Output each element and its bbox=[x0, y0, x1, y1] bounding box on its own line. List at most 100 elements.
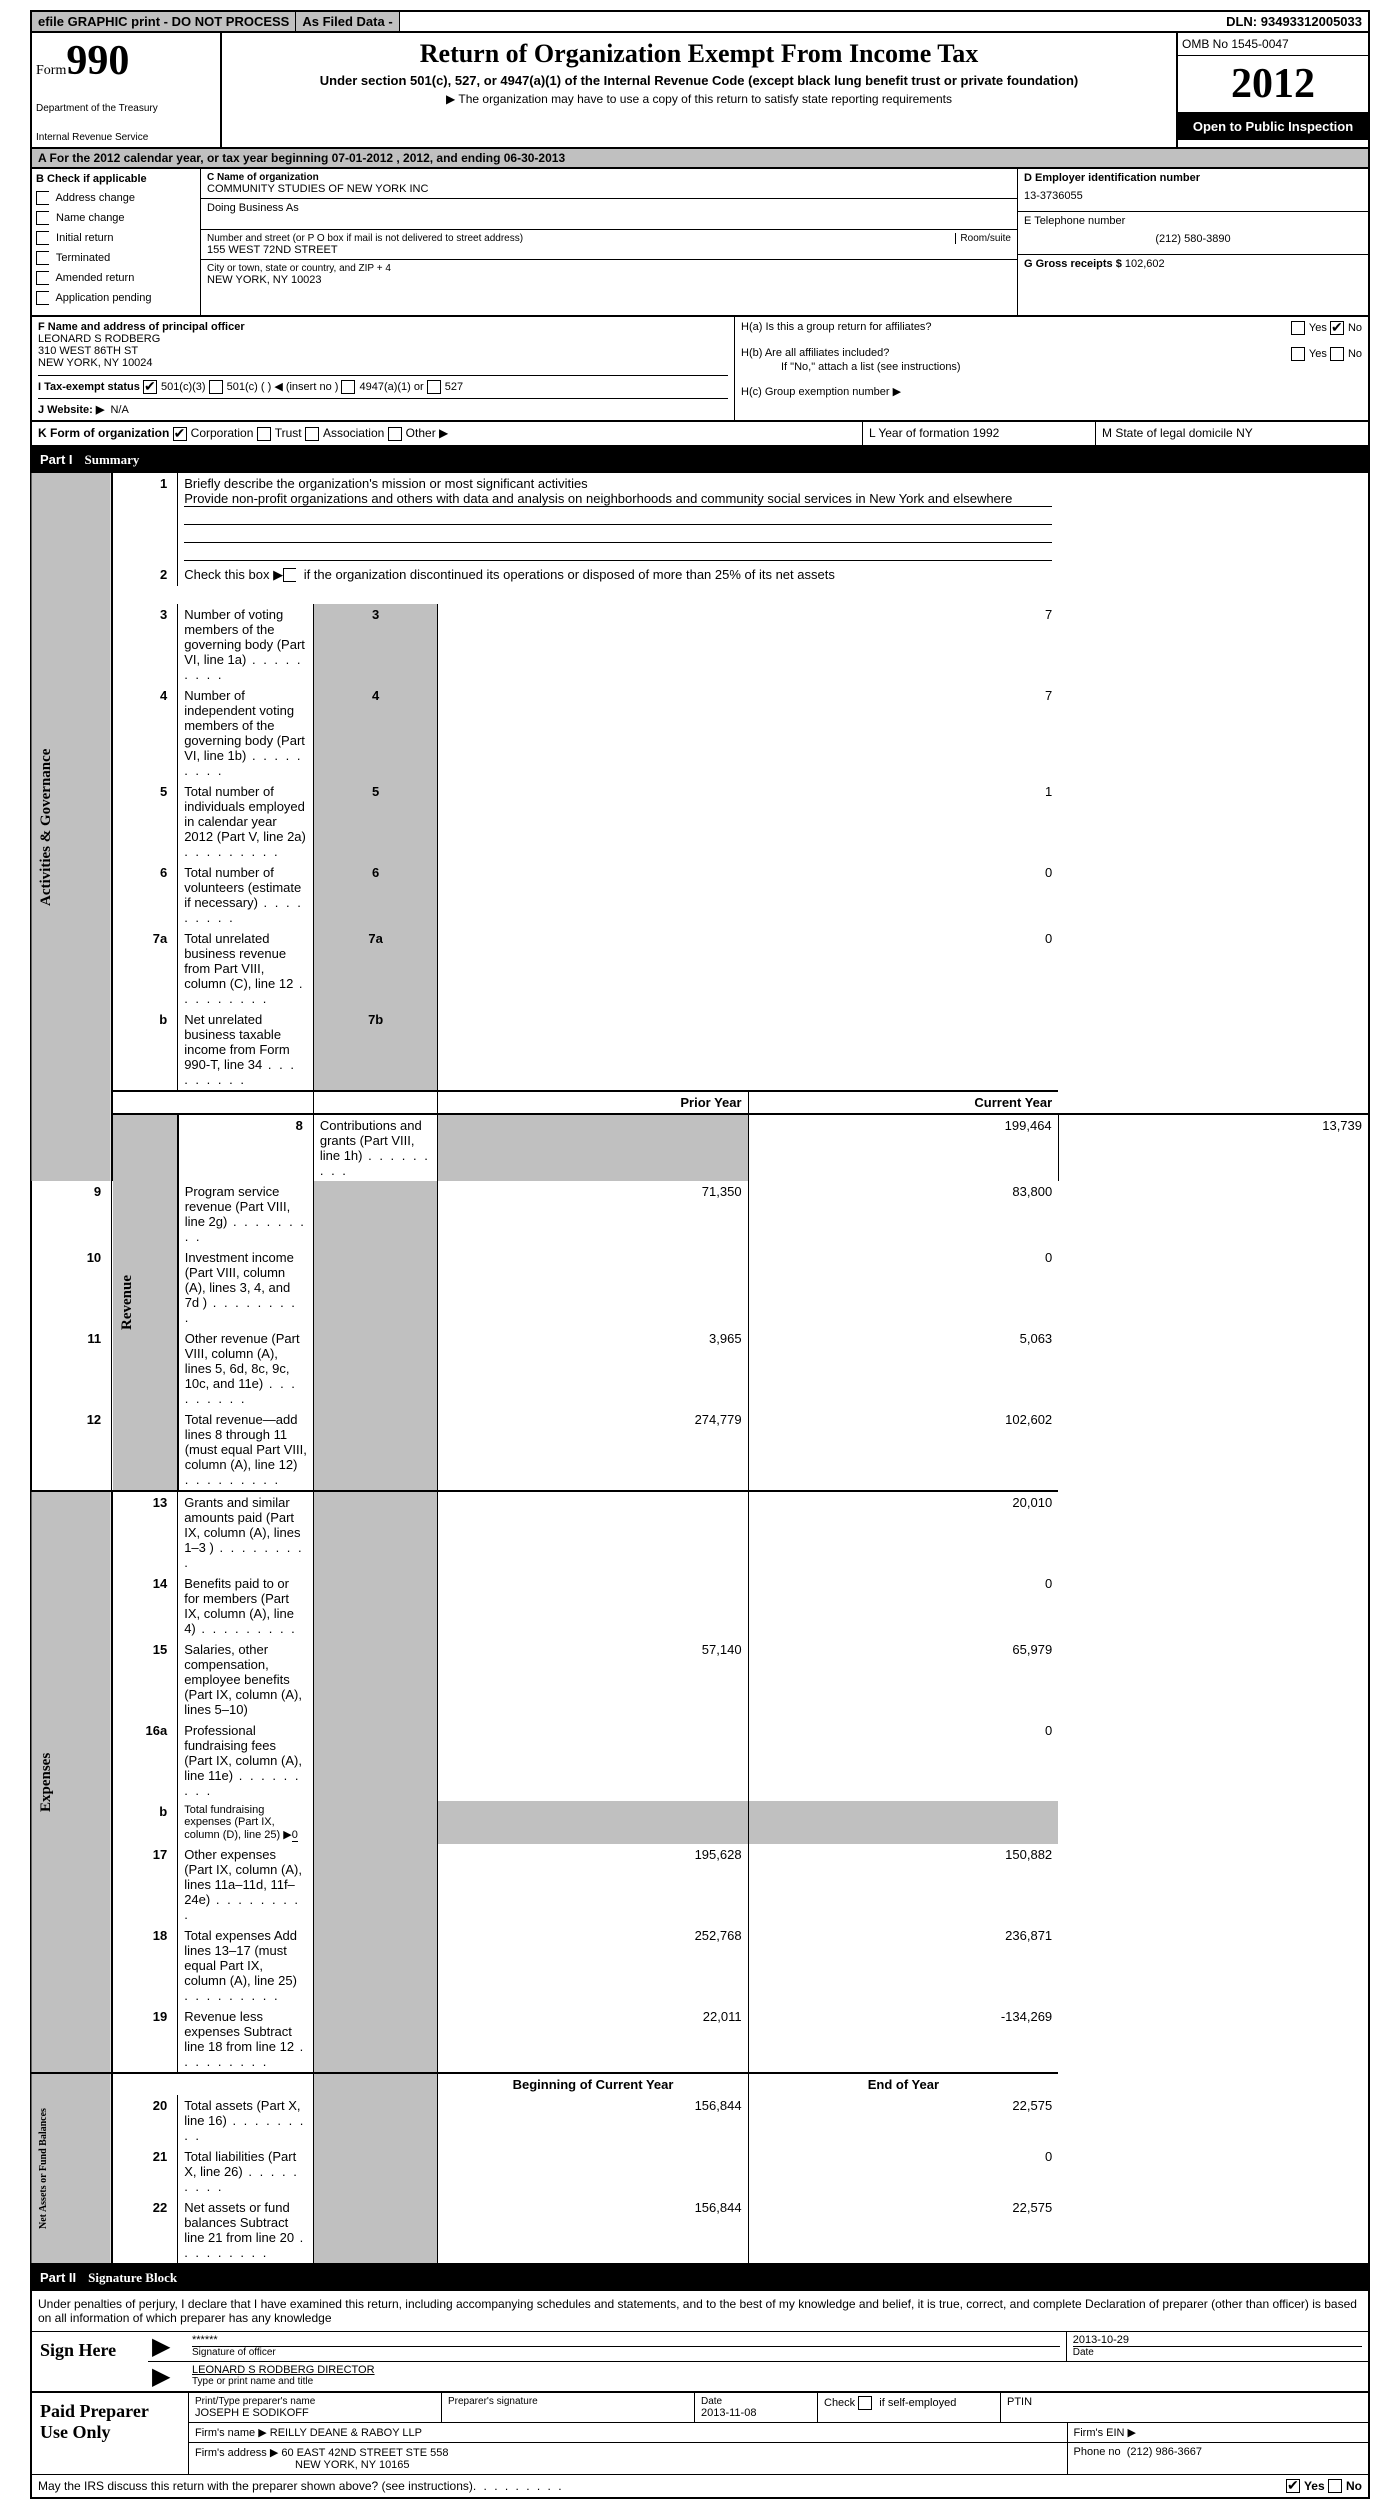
officer-signature: ****** Signature of officer bbox=[186, 2332, 1067, 2361]
row-j: J Website: ▶ N/A bbox=[38, 398, 728, 416]
side-label-expenses: Expenses bbox=[31, 1491, 112, 2073]
preparer-signature: Preparer's signature bbox=[442, 2393, 695, 2422]
column-c: C Name of organization COMMUNITY STUDIES… bbox=[201, 169, 1017, 315]
checkbox-501c[interactable] bbox=[209, 380, 223, 394]
form-990-page: efile GRAPHIC print - DO NOT PROCESS As … bbox=[0, 0, 1400, 2505]
side-label-netassets: Net Assets or Fund Balances bbox=[31, 2073, 112, 2264]
line-6-label: Total number of volunteers (estimate if … bbox=[178, 862, 314, 928]
checkbox-name-change[interactable] bbox=[36, 211, 49, 225]
info-section: B Check if applicable Address change Nam… bbox=[30, 169, 1370, 317]
part-2-header: Part II Signature Block bbox=[30, 2265, 1370, 2291]
title-box: Return of Organization Exempt From Incom… bbox=[222, 33, 1176, 147]
ein-value: 13-3736055 bbox=[1024, 184, 1362, 208]
hb-no[interactable] bbox=[1330, 347, 1344, 361]
row-m: M State of legal domicile NY bbox=[1096, 422, 1368, 445]
k-assoc[interactable] bbox=[305, 427, 319, 441]
checkbox-initial-return[interactable] bbox=[36, 231, 49, 245]
line-9-label: Program service revenue (Part VIII, line… bbox=[178, 1181, 314, 1247]
line-12-label: Total revenue—add lines 8 through 11 (mu… bbox=[178, 1409, 314, 1491]
line-4-label: Number of independent voting members of … bbox=[178, 685, 314, 781]
k-other[interactable] bbox=[388, 427, 402, 441]
line-2: Check this box ▶ if the organization dis… bbox=[178, 564, 1058, 586]
line-10-label: Investment income (Part VIII, column (A)… bbox=[178, 1247, 314, 1328]
mission-text: Provide non-profit organizations and oth… bbox=[184, 491, 1052, 507]
org-name: COMMUNITY STUDIES OF NEW YORK INC bbox=[207, 183, 1011, 195]
tax-year: 2012 bbox=[1178, 56, 1368, 113]
line-20-label: Total assets (Part X, line 16) bbox=[178, 2095, 314, 2146]
line-8-current: 13,739 bbox=[1058, 1114, 1369, 1181]
firm-name: Firm's name ▶ REILLY DEANE & RABOY LLP bbox=[189, 2423, 1068, 2442]
line2-checkbox[interactable] bbox=[283, 568, 296, 582]
form-subtitle: Under section 501(c), 527, or 4947(a)(1)… bbox=[228, 73, 1170, 88]
line-8-prior: 199,464 bbox=[748, 1114, 1058, 1181]
phone-row: E Telephone number (212) 580-3890 bbox=[1018, 212, 1368, 255]
self-employed-check: Check if self-employed bbox=[818, 2393, 1001, 2422]
column-h: H(a) Is this a group return for affiliat… bbox=[735, 317, 1368, 420]
arrow-icon: ▶ bbox=[148, 2362, 186, 2391]
line-14-label: Benefits paid to or for members (Part IX… bbox=[178, 1573, 314, 1639]
street-row: Number and street (or P O box if mail is… bbox=[201, 230, 1017, 260]
side-label-revenue: Revenue bbox=[112, 1114, 178, 1491]
line-22-label: Net assets or fund balances Subtract lin… bbox=[178, 2197, 314, 2264]
phone-value: (212) 580-3890 bbox=[1024, 227, 1362, 251]
side-label-ag: Activities & Governance bbox=[31, 473, 112, 1181]
row-klm: K Form of organization Corporation Trust… bbox=[30, 422, 1370, 447]
top-bar: efile GRAPHIC print - DO NOT PROCESS As … bbox=[30, 10, 1370, 33]
preparer-date: Date2013-11-08 bbox=[695, 2393, 818, 2422]
line-3-value: 7 bbox=[438, 604, 1058, 685]
checkbox-address-change[interactable] bbox=[36, 191, 49, 205]
line-7b-value bbox=[438, 1009, 1058, 1091]
line-5-value: 1 bbox=[438, 781, 1058, 862]
boy-header: Beginning of Current Year bbox=[438, 2073, 748, 2095]
k-trust[interactable] bbox=[257, 427, 271, 441]
ha-yes[interactable] bbox=[1291, 321, 1305, 335]
current-year-header: Current Year bbox=[748, 1091, 1058, 1114]
line-a-calendar-year: A For the 2012 calendar year, or tax yea… bbox=[30, 149, 1370, 169]
discuss-no[interactable] bbox=[1328, 2479, 1342, 2493]
line-13-label: Grants and similar amounts paid (Part IX… bbox=[178, 1491, 314, 1573]
line-11-label: Other revenue (Part VIII, column (A), li… bbox=[178, 1328, 314, 1409]
k-corp[interactable] bbox=[173, 427, 187, 441]
line-7a-label: Total unrelated business revenue from Pa… bbox=[178, 928, 314, 1009]
city-row: City or town, state or country, and ZIP … bbox=[201, 260, 1017, 289]
line-4-value: 7 bbox=[438, 685, 1058, 781]
ha-no[interactable] bbox=[1330, 321, 1344, 335]
row-f-h: F Name and address of principal officer … bbox=[30, 317, 1370, 422]
row-k: K Form of organization Corporation Trust… bbox=[32, 422, 863, 445]
line-6-value: 0 bbox=[438, 862, 1058, 928]
part-1-header: Part I Summary bbox=[30, 447, 1370, 473]
checkbox-4947[interactable] bbox=[341, 380, 355, 394]
line-16a-label: Professional fundraising fees (Part IX, … bbox=[178, 1720, 314, 1801]
checkbox-527[interactable] bbox=[427, 380, 441, 394]
city-state-zip: NEW YORK, NY 10023 bbox=[207, 274, 1011, 286]
checkbox-application-pending[interactable] bbox=[36, 291, 49, 305]
form-number-box: Form990 Department of the Treasury Inter… bbox=[32, 33, 222, 147]
street-address: 155 WEST 72ND STREET bbox=[207, 244, 1011, 256]
checkbox-amended-return[interactable] bbox=[36, 271, 49, 285]
checkbox-501c3[interactable] bbox=[143, 380, 157, 394]
signature-date: 2013-10-29 Date bbox=[1067, 2332, 1368, 2361]
checkbox-terminated[interactable] bbox=[36, 251, 49, 265]
perjury-declaration: Under penalties of perjury, I declare th… bbox=[32, 2291, 1368, 2331]
form-note: ▶ The organization may have to use a cop… bbox=[228, 92, 1170, 106]
column-b-checkboxes: B Check if applicable Address change Nam… bbox=[32, 169, 201, 315]
line-7b-label: Net unrelated business taxable income fr… bbox=[178, 1009, 314, 1091]
line-8-label: Contributions and grants (Part VIII, lin… bbox=[313, 1114, 438, 1181]
sign-here-row: Sign Here ▶ ****** Signature of officer … bbox=[32, 2331, 1368, 2391]
dba-row: Doing Business As bbox=[201, 199, 1017, 230]
firm-address: Firm's address ▶ 60 EAST 42ND STREET STE… bbox=[189, 2443, 1068, 2474]
line-17-label: Other expenses (Part IX, column (A), lin… bbox=[178, 1844, 314, 1925]
header-row: Form990 Department of the Treasury Inter… bbox=[30, 33, 1370, 149]
discuss-yes[interactable] bbox=[1286, 2479, 1300, 2493]
firm-phone: Phone no (212) 986-3667 bbox=[1068, 2443, 1369, 2474]
line-3-label: Number of voting members of the governin… bbox=[178, 604, 314, 685]
signature-block: Under penalties of perjury, I declare th… bbox=[30, 2291, 1370, 2499]
line-19-label: Revenue less expenses Subtract line 18 f… bbox=[178, 2006, 314, 2073]
line-5-label: Total number of individuals employed in … bbox=[178, 781, 314, 862]
form-title: Return of Organization Exempt From Incom… bbox=[228, 39, 1170, 69]
ein-row: D Employer identification number 13-3736… bbox=[1018, 169, 1368, 212]
eoy-header: End of Year bbox=[748, 2073, 1058, 2095]
year-box: OMB No 1545-0047 2012 Open to Public Ins… bbox=[1176, 33, 1368, 147]
hb-yes[interactable] bbox=[1291, 347, 1305, 361]
firm-ein: Firm's EIN ▶ bbox=[1068, 2423, 1369, 2442]
